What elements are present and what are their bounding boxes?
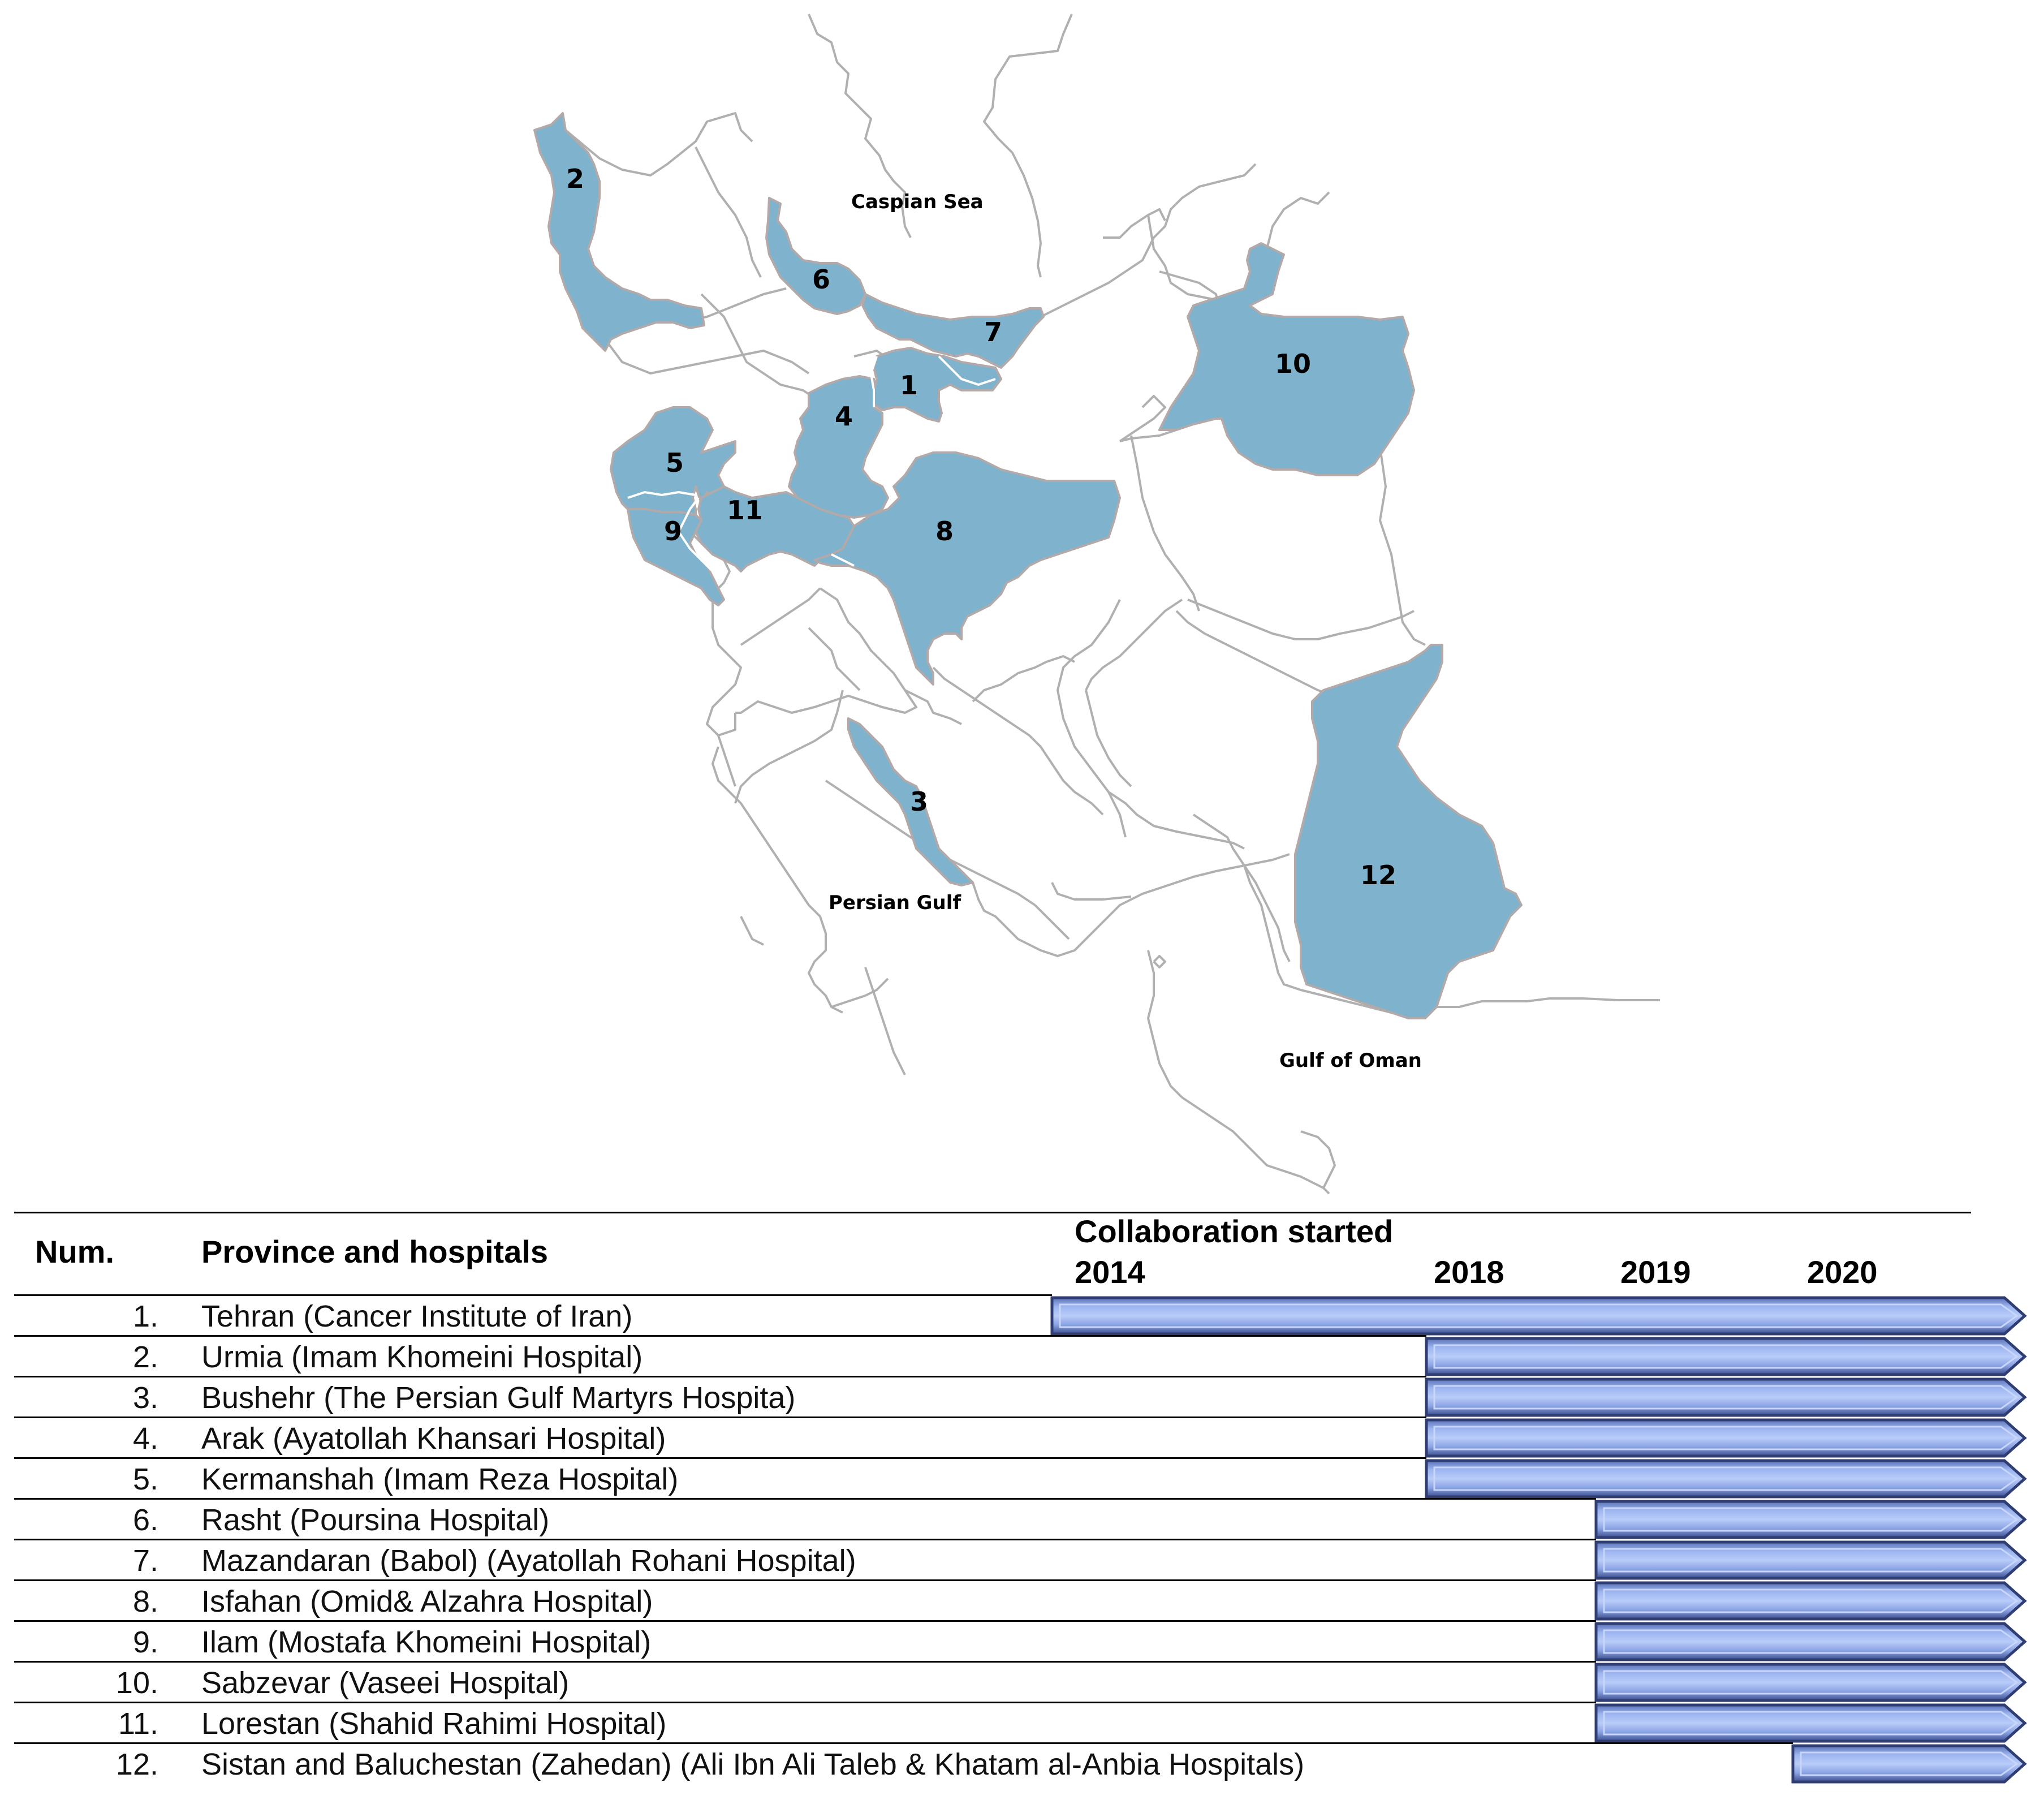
persian-gulf-label: Persian Gulf <box>829 892 961 914</box>
province-9-ilam <box>627 508 725 606</box>
year-2014-label: 2014 <box>1075 1254 1145 1290</box>
province-7-mazandaran <box>861 293 1045 369</box>
row-rule <box>14 1335 1426 1337</box>
gulf-of-oman-label: Gulf of Oman <box>1279 1049 1422 1072</box>
timeline-bar-row-11 <box>1594 1703 2027 1743</box>
row-number: 7. <box>132 1544 158 1578</box>
region-number-6: 6 <box>812 264 830 295</box>
collaboration-started-header: Collaboration started <box>1075 1213 1394 1249</box>
row-number: 9. <box>132 1625 158 1659</box>
row-rule <box>14 1539 1596 1540</box>
row-province-hospital: Tehran (Cancer Institute of Iran) <box>201 1299 633 1333</box>
row-number: 8. <box>132 1585 158 1618</box>
num-column-header: Num. <box>35 1234 114 1269</box>
timeline-bar-row-8 <box>1594 1581 2027 1621</box>
row-province-hospital: Urmia (Imam Khomeini Hospital) <box>201 1340 643 1374</box>
row-number: 4. <box>132 1422 158 1456</box>
row-province-hospital: Isfahan (Omid& Alzahra Hospital) <box>201 1585 653 1618</box>
row-province-hospital: Kermanshah (Imam Reza Hospital) <box>201 1462 679 1496</box>
province-10-sabzevar <box>1158 242 1415 476</box>
province-12-sistan <box>1294 644 1523 1019</box>
timeline-bar-highlight-row-8 <box>1603 1588 2019 1613</box>
border-lines <box>564 14 1660 1195</box>
row-rule <box>14 1742 1793 1744</box>
region-number-5: 5 <box>666 447 684 478</box>
timeline-bar-highlight-row-7 <box>1603 1548 2019 1573</box>
timeline-bar-row-4 <box>1425 1418 2027 1458</box>
region-number-labels: 1 2 3 4 5 6 7 8 9 10 11 12 <box>566 163 1396 890</box>
province-8-isfahan <box>813 451 1121 686</box>
timeline-bars <box>1050 1296 2027 1784</box>
row-province-hospital: Mazandaran (Babol) (Ayatollah Rohani Hos… <box>201 1544 856 1578</box>
region-number-11: 11 <box>727 495 763 526</box>
timeline-bar-row-3 <box>1425 1377 2027 1417</box>
year-2019-label: 2019 <box>1620 1254 1691 1290</box>
iran-map: Caspian Sea Persian Gulf Gulf of Oman 1 … <box>533 14 1660 1195</box>
timeline-bar-row-9 <box>1594 1622 2027 1661</box>
region-number-10: 10 <box>1275 348 1311 379</box>
row-rule <box>14 1702 1596 1703</box>
year-2020-label: 2020 <box>1807 1254 1878 1290</box>
row-province-hospital: Arak (Ayatollah Khansari Hospital) <box>201 1422 666 1456</box>
province-3-bushehr <box>847 717 974 886</box>
timeline-bar-row-10 <box>1594 1663 2027 1702</box>
row-province-hospital: Bushehr (The Persian Gulf Martyrs Hospit… <box>201 1381 796 1415</box>
timeline-bar-highlight-row-10 <box>1603 1670 2019 1695</box>
table-top-rule <box>14 1212 1971 1213</box>
region-number-4: 4 <box>835 401 853 432</box>
row-number: 5. <box>132 1462 158 1496</box>
province-6-rasht <box>765 197 866 315</box>
row-number: 6. <box>132 1503 158 1537</box>
region-number-3: 3 <box>910 786 928 817</box>
timeline-bar-row-12 <box>1791 1744 2027 1784</box>
row-rule <box>14 1579 1596 1581</box>
header-bottom-rule <box>14 1294 1052 1296</box>
row-rule <box>14 1620 1596 1622</box>
timeline-bar-highlight-row-2 <box>1433 1344 2019 1369</box>
timeline-bar-row-1 <box>1050 1296 2027 1336</box>
row-rule <box>14 1457 1426 1459</box>
province-2-urmia <box>533 112 705 352</box>
row-number: 12. <box>115 1747 158 1781</box>
timeline-bar-highlight-row-12 <box>1800 1751 2019 1776</box>
row-number: 1. <box>132 1299 158 1333</box>
row-province-hospital: Sistan and Baluchestan (Zahedan) (Ali Ib… <box>201 1747 1305 1781</box>
region-number-2: 2 <box>566 163 584 194</box>
timeline-bar-row-2 <box>1425 1337 2027 1376</box>
province-1-tehran <box>873 347 1002 423</box>
row-number: 11. <box>118 1707 158 1741</box>
province-column-header: Province and hospitals <box>201 1234 549 1269</box>
row-rule <box>14 1376 1426 1377</box>
timeline-bar-highlight-row-5 <box>1433 1466 2019 1491</box>
timeline-bar-highlight-row-4 <box>1433 1426 2019 1450</box>
row-number: 3. <box>132 1381 158 1415</box>
row-rule <box>14 1498 1596 1500</box>
region-number-9: 9 <box>664 516 682 546</box>
timeline-bar-row-7 <box>1594 1540 2027 1580</box>
row-rule <box>14 1661 1596 1663</box>
caspian-sea-label: Caspian Sea <box>851 191 984 213</box>
timeline-bar-row-5 <box>1425 1459 2027 1499</box>
row-province-hospital: Lorestan (Shahid Rahimi Hospital) <box>201 1707 667 1741</box>
row-province-hospital: Rasht (Poursina Hospital) <box>201 1503 550 1537</box>
region-number-8: 8 <box>935 516 954 546</box>
row-number: 2. <box>132 1340 158 1374</box>
row-province-hospital: Ilam (Mostafa Khomeini Hospital) <box>201 1625 652 1659</box>
year-2018-label: 2018 <box>1434 1254 1504 1290</box>
timeline-bar-highlight-row-9 <box>1603 1629 2019 1654</box>
region-number-1: 1 <box>900 370 918 401</box>
row-number: 10. <box>115 1666 158 1700</box>
timeline-bar-highlight-row-6 <box>1603 1507 2019 1532</box>
timeline-bar-row-6 <box>1594 1500 2027 1539</box>
row-rule <box>14 1416 1426 1418</box>
timeline-bar-highlight-row-11 <box>1603 1711 2019 1736</box>
collaboration-table: Num. Province and hospitals Collaboratio… <box>0 1205 2044 1804</box>
timeline-bar-highlight-row-1 <box>1059 1303 2019 1328</box>
timeline-bar-highlight-row-3 <box>1433 1385 2019 1410</box>
highlighted-provinces <box>533 112 1523 1019</box>
region-number-12: 12 <box>1360 860 1396 890</box>
row-province-hospital: Sabzevar (Vaseei Hospital) <box>201 1666 570 1700</box>
region-number-7: 7 <box>984 317 1002 347</box>
